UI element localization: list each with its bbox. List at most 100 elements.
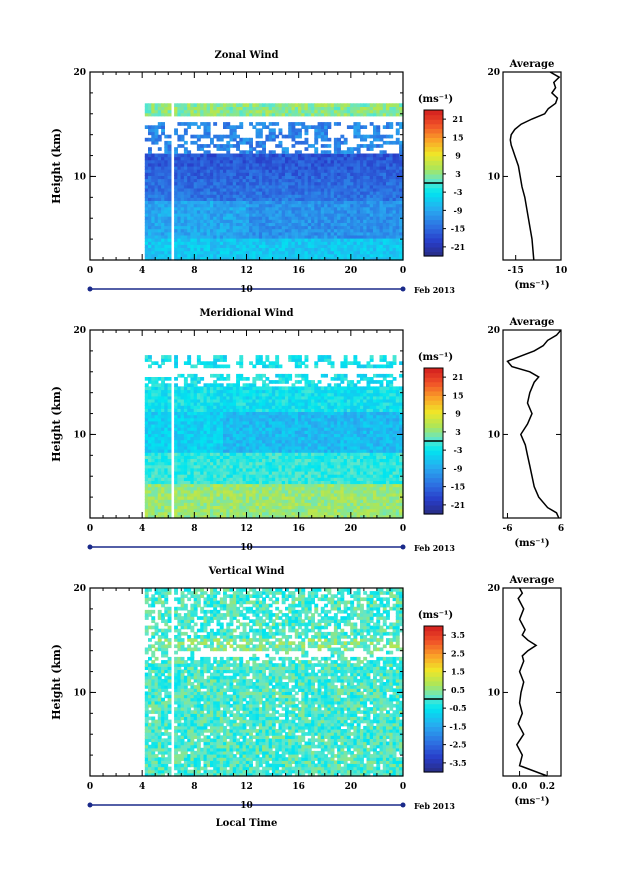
heatmap-cell xyxy=(167,389,172,394)
heatmap-cell xyxy=(174,231,178,236)
heatmap-cell xyxy=(346,181,351,186)
heatmap-cell xyxy=(229,162,234,167)
heatmap-cell xyxy=(223,103,227,107)
heatmap-cell xyxy=(395,247,400,252)
heatmap-cell xyxy=(213,247,218,252)
heatmap-cell xyxy=(236,134,240,139)
heatmap-cell xyxy=(161,125,165,129)
heatmap-cell xyxy=(180,106,185,111)
heatmap-cell xyxy=(164,467,169,472)
heatmap-cell xyxy=(258,153,263,158)
heatmap-cell xyxy=(232,241,237,245)
heatmap-cell xyxy=(353,122,358,126)
heatmap-cell xyxy=(395,231,400,236)
heatmap-cell xyxy=(203,222,208,227)
heatmap-cell xyxy=(177,247,182,252)
heatmap-cell xyxy=(226,197,231,201)
heatmap-cell xyxy=(148,449,152,453)
heatmap-cell xyxy=(382,244,387,248)
heatmap-cell xyxy=(219,134,224,139)
heatmap-cell xyxy=(174,209,178,214)
heatmap-cell xyxy=(307,112,312,117)
heatmap-cell xyxy=(288,253,293,258)
heatmap-cell xyxy=(148,508,152,513)
heatmap-cell xyxy=(148,112,152,117)
heatmap-cell xyxy=(395,109,400,114)
heatmap-cell xyxy=(353,209,358,214)
heatmap-cell xyxy=(346,184,351,189)
heatmap-cell xyxy=(373,109,377,114)
heatmap-cell xyxy=(144,402,149,406)
heatmap-cell xyxy=(343,191,348,195)
heatmap-cell xyxy=(190,197,195,201)
heatmap-cell xyxy=(167,228,172,233)
heatmap-cell xyxy=(249,169,253,173)
heatmap-cell xyxy=(144,241,149,245)
heatmap-cell xyxy=(281,238,286,242)
heatmap-cell xyxy=(226,150,231,154)
heatmap-cell xyxy=(353,125,358,129)
heatmap-cell xyxy=(245,200,250,205)
heatmap-cell xyxy=(294,250,299,255)
heatmap-cell xyxy=(301,184,306,189)
heatmap-cell xyxy=(291,194,296,198)
heatmap-cell xyxy=(148,128,152,133)
heatmap-cell xyxy=(216,106,221,111)
heatmap-cell xyxy=(320,219,325,223)
heatmap-cell xyxy=(330,191,335,195)
heatmap-cell xyxy=(265,256,270,261)
heatmap-cell xyxy=(317,184,322,189)
heatmap-cell xyxy=(174,461,178,466)
heatmap-cell xyxy=(382,194,387,198)
heatmap-cell xyxy=(330,213,335,217)
heatmap-cell xyxy=(203,131,208,136)
heatmap-cell xyxy=(167,417,172,422)
heatmap-cell xyxy=(395,209,400,214)
heatmap-cell xyxy=(148,109,152,114)
heatmap-cell xyxy=(353,231,358,236)
heatmap-cell xyxy=(304,166,309,170)
heatmap-cell xyxy=(307,169,312,173)
heatmap-cell xyxy=(219,103,224,107)
heatmap-cell xyxy=(203,103,208,107)
heatmap-cell xyxy=(157,250,162,255)
heatmap-cell xyxy=(232,222,237,227)
heatmap-cell xyxy=(262,125,266,129)
heatmap-cell xyxy=(232,247,237,252)
heatmap-cell xyxy=(278,256,283,261)
heatmap-cell xyxy=(161,483,165,488)
heatmap-cell xyxy=(366,106,371,111)
heatmap-cell xyxy=(373,162,377,167)
heatmap-cell xyxy=(278,234,283,239)
heatmap-cell xyxy=(343,253,348,258)
heatmap-cell xyxy=(379,206,384,211)
heatmap-cell xyxy=(360,213,364,217)
heatmap-cell xyxy=(330,203,335,208)
heatmap-cell xyxy=(154,392,159,397)
heatmap-cell xyxy=(258,106,263,111)
heatmap-cell xyxy=(307,103,312,107)
heatmap-cell xyxy=(213,225,218,230)
heatmap-cell xyxy=(151,427,156,431)
heatmap-cell xyxy=(275,253,280,258)
heatmap-cell xyxy=(275,181,280,186)
heatmap-cell xyxy=(288,134,293,139)
heatmap-cell xyxy=(363,200,368,205)
heatmap-cell xyxy=(239,206,244,211)
heatmap-cell xyxy=(386,106,390,111)
heatmap-cell xyxy=(216,162,221,167)
heatmap-cell xyxy=(151,153,156,158)
heatmap-cell xyxy=(196,228,201,233)
heatmap-cell xyxy=(333,109,338,114)
heatmap-cell xyxy=(301,250,306,255)
heatmap-cell xyxy=(157,458,162,463)
heatmap-cell xyxy=(271,231,276,236)
heatmap-cell xyxy=(174,502,178,506)
heatmap-cell xyxy=(314,241,319,245)
heatmap-cell xyxy=(304,200,309,205)
heatmap-cell xyxy=(167,452,172,456)
heatmap-cell xyxy=(216,153,221,158)
heatmap-cell xyxy=(196,256,201,261)
heatmap-cell xyxy=(151,505,156,510)
heatmap-cell xyxy=(242,169,247,173)
